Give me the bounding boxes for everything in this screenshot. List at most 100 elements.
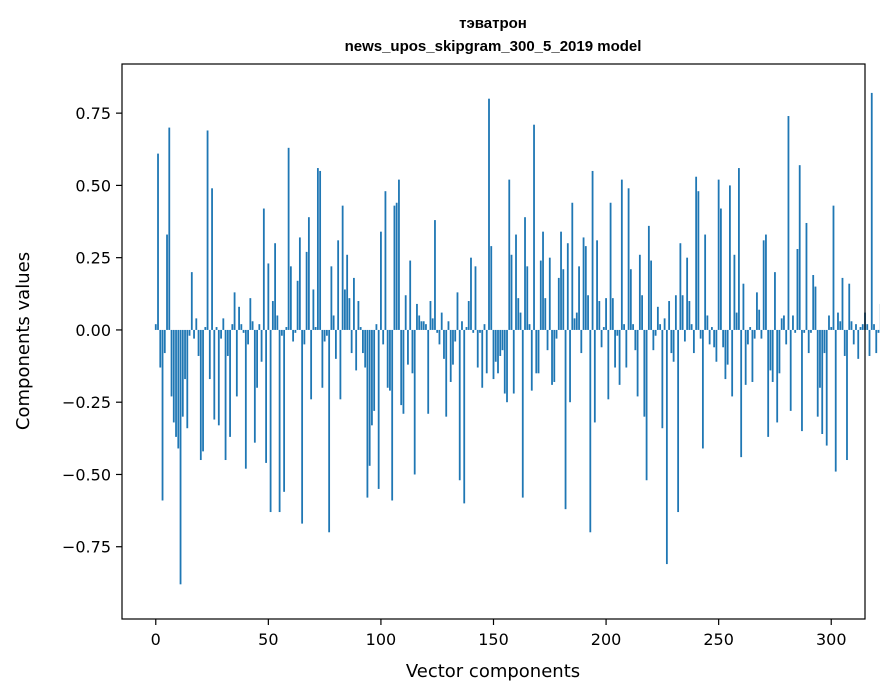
bar [647, 225, 650, 330]
bar [762, 240, 765, 330]
bar [400, 329, 403, 406]
bar [449, 329, 452, 382]
bar [382, 329, 385, 345]
bar [267, 263, 270, 330]
bar [785, 329, 788, 345]
bar [627, 188, 630, 330]
bar [461, 321, 463, 330]
bar [866, 324, 869, 330]
bar [823, 329, 826, 354]
bar [670, 329, 673, 354]
bar [656, 306, 659, 330]
bar [575, 312, 578, 330]
bar [242, 329, 245, 333]
bar [285, 327, 288, 330]
bar [537, 329, 540, 374]
bar [510, 254, 513, 330]
bar [229, 329, 231, 437]
bar [190, 272, 193, 330]
bar [251, 321, 254, 330]
bar [580, 329, 583, 354]
bar [170, 329, 173, 397]
bar [690, 324, 693, 330]
bar [566, 243, 569, 330]
bar [271, 301, 274, 330]
bar [224, 329, 227, 461]
bar [325, 329, 328, 336]
bar [503, 329, 506, 394]
bar [674, 295, 677, 330]
bar [409, 260, 412, 330]
y-tick-label: 0.00 [75, 321, 111, 340]
bar [186, 329, 189, 429]
bar [645, 329, 648, 481]
bar [686, 257, 689, 330]
bar [445, 329, 448, 417]
bar [377, 329, 380, 489]
bar [357, 301, 360, 330]
bar [661, 329, 664, 429]
bar [256, 329, 258, 388]
bar [638, 254, 641, 330]
bar [339, 329, 342, 400]
bar [364, 329, 367, 368]
bar [269, 329, 272, 513]
bar [751, 329, 754, 382]
bar [546, 329, 549, 351]
bar [368, 329, 371, 466]
bar [652, 329, 655, 351]
bar [832, 205, 835, 330]
bar [654, 329, 657, 336]
bar [706, 315, 709, 330]
bar [623, 324, 625, 330]
bar [386, 329, 389, 388]
bar [289, 266, 292, 330]
bar [316, 168, 319, 330]
bar [620, 179, 623, 330]
bar [506, 329, 508, 403]
bar [589, 329, 592, 533]
plot-frame [121, 63, 866, 620]
bar [765, 234, 767, 330]
y-tick-label: 0.25 [75, 249, 111, 268]
bar [634, 329, 637, 351]
bar [839, 321, 842, 330]
bar [571, 202, 574, 330]
bar [749, 327, 752, 330]
bar [467, 301, 470, 330]
bar [810, 329, 812, 333]
bar [787, 116, 790, 330]
bar [515, 234, 517, 330]
bar [605, 298, 607, 330]
bar [573, 318, 576, 330]
bar [738, 168, 740, 330]
bar [163, 329, 166, 354]
bar [350, 329, 353, 354]
bar [875, 329, 878, 354]
bar [330, 266, 333, 330]
bar [672, 329, 675, 362]
bar [828, 315, 830, 330]
bar [688, 301, 691, 330]
chart-title-line2: news_upos_skipgram_300_5_2019 model [345, 38, 642, 55]
y-axis-ticks: −0.75 −0.50 −0.25 0.00 0.25 0.50 0.75 [62, 104, 122, 557]
bar [472, 329, 475, 333]
bar [181, 329, 184, 417]
bar [373, 329, 376, 411]
y-tick-label: −0.75 [62, 538, 111, 557]
bar [222, 318, 225, 330]
x-tick-label: 0 [151, 630, 161, 649]
bar [157, 153, 159, 330]
bar [582, 237, 585, 330]
bar [188, 329, 191, 336]
bar [161, 329, 164, 501]
bar [262, 208, 265, 330]
bar [283, 329, 286, 492]
bar [663, 318, 666, 330]
bar [220, 329, 222, 339]
bar [720, 208, 722, 330]
bar [238, 306, 240, 330]
bar [274, 243, 276, 330]
bar [722, 329, 725, 348]
bar [584, 246, 587, 330]
